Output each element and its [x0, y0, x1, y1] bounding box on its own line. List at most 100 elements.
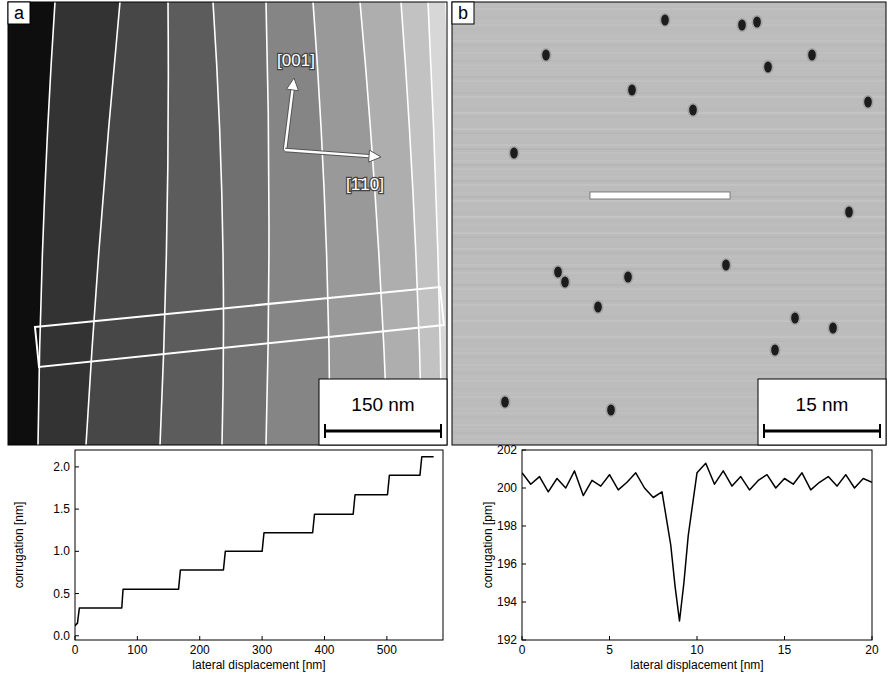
defect: [864, 97, 872, 108]
scan-line: [452, 176, 886, 178]
scan-line: [452, 4, 886, 6]
x-tick: [386, 636, 387, 640]
scan-line: [452, 252, 886, 254]
arrow: [285, 150, 369, 156]
scan-line: [452, 304, 886, 306]
terrace: [313, 2, 447, 445]
scan-line: [452, 48, 886, 50]
scan-line: [452, 112, 886, 114]
x-axis-title: lateral displacement [nm]: [630, 658, 763, 672]
scan-line: [452, 308, 886, 310]
scan-line: [452, 256, 886, 258]
scan-line: [452, 36, 886, 38]
scan-line: [452, 224, 886, 226]
scan-line: [452, 272, 886, 274]
scan-line: [452, 84, 886, 86]
y-tick: [522, 564, 526, 565]
defect-halo: [763, 60, 774, 74]
scan-line: [452, 372, 886, 374]
y-tick-label: 2.0: [53, 460, 70, 474]
defect-halo: [627, 83, 638, 97]
plot-area: [522, 463, 872, 621]
defect-halo: [770, 343, 781, 357]
y-tick: [522, 640, 526, 641]
scan-line: [452, 244, 886, 246]
scan-line: [452, 52, 886, 54]
scan-line: [452, 168, 886, 170]
x-tick-label: 200: [190, 643, 210, 657]
x-tick-label: 10: [690, 643, 704, 657]
scan-line: [452, 12, 886, 14]
scan-line: [452, 240, 886, 242]
y-tick: [75, 466, 79, 467]
scale-box: [319, 379, 447, 445]
x-tick-label: 5: [606, 643, 613, 657]
y-tick-label: 1.5: [53, 502, 70, 516]
step-edge: [213, 2, 224, 445]
scan-line: [452, 164, 886, 166]
defect: [624, 272, 632, 283]
defect-halo: [606, 403, 617, 417]
scan-line: [452, 352, 886, 354]
y-tick: [75, 509, 79, 510]
scan-line: [452, 68, 886, 70]
scan-line: [452, 56, 886, 58]
scale-bar: [879, 424, 881, 438]
defect: [791, 313, 799, 324]
scan-line: [452, 188, 886, 190]
y-tick: [522, 450, 526, 451]
defect: [501, 397, 509, 408]
x-tick-label: 400: [314, 643, 334, 657]
defect-halo: [623, 270, 634, 284]
scale-bar: [763, 424, 765, 438]
y-tick-label: 200: [497, 481, 517, 495]
scan-line: [452, 92, 886, 94]
scale-box: [758, 379, 886, 445]
stm-image-a: [8, 2, 447, 445]
defect: [542, 50, 550, 61]
y-tick-label: 194: [497, 595, 517, 609]
defect-halo: [737, 18, 748, 32]
profile-line: [522, 463, 872, 621]
scan-line: [452, 264, 886, 266]
scan-line: [452, 124, 886, 126]
defect: [738, 20, 746, 31]
figure: [001][1̄10]a150 nmb15 nm0100200300400500…: [0, 0, 888, 677]
scan-line: [452, 332, 886, 334]
scan-line: [452, 200, 886, 202]
scan-line: [452, 216, 886, 218]
defect-halo: [688, 103, 699, 117]
scan-line: [452, 140, 886, 142]
scan-line: [452, 76, 886, 78]
y-tick: [522, 488, 526, 489]
defect-halo: [660, 13, 671, 27]
scan-line: [452, 356, 886, 358]
x-tick: [75, 636, 76, 640]
x-tick-label: 0: [519, 643, 526, 657]
arrow-outline: [285, 90, 293, 150]
scan-line: [452, 180, 886, 182]
y-tick-label: 202: [497, 443, 517, 457]
direction-label: [001]: [277, 51, 315, 70]
x-tick-label: 0: [72, 643, 79, 657]
scan-line: [452, 108, 886, 110]
scan-line: [452, 336, 886, 338]
x-tick-label: 20: [865, 643, 879, 657]
plot-frame: [522, 450, 872, 640]
defect: [845, 207, 853, 218]
arrow-outline: [285, 150, 369, 156]
terrace: [160, 2, 447, 445]
x-tick-label: 15: [778, 643, 792, 657]
defect: [689, 105, 697, 116]
profile-region: [35, 287, 444, 367]
x-tick: [872, 636, 873, 640]
scan-line: [452, 312, 886, 314]
scan-line: [452, 236, 886, 238]
y-tick: [75, 635, 79, 636]
scan-line: [452, 296, 886, 298]
defect: [722, 260, 730, 271]
scan-line: [452, 292, 886, 294]
defect-halo: [593, 300, 604, 314]
y-tick: [75, 593, 79, 594]
defect: [510, 148, 518, 159]
